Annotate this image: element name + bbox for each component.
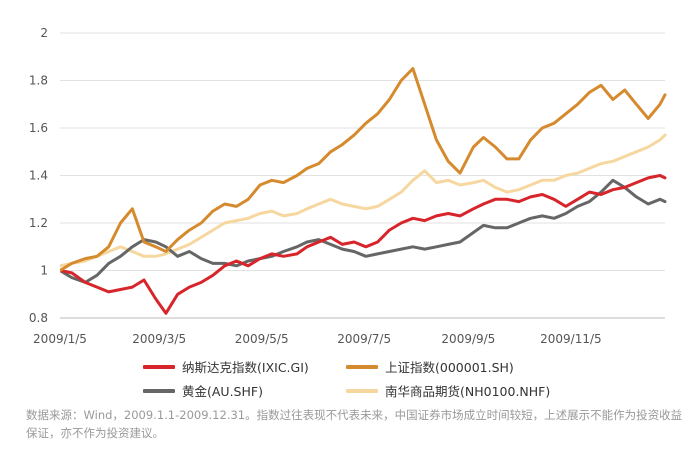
legend-label-nanhua: 南华商品期货(NH0100.NHF) <box>385 384 551 399</box>
legend-label-nasdaq: 纳斯达克指数(IXIC.GI) <box>182 360 309 375</box>
grid-lines <box>60 32 665 271</box>
series-line-0 <box>60 174 667 315</box>
x-tick-label: 2009/9/5 <box>441 332 495 346</box>
legend-item-shanghai: 上证指数(000001.SH) <box>346 357 514 376</box>
y-tick-label: 1.2 <box>29 216 48 230</box>
y-tick-label: 1 <box>40 264 48 278</box>
legend-item-nanhua: 南华商品期货(NH0100.NHF) <box>346 381 550 400</box>
x-tick-label: 2009/3/5 <box>132 332 186 346</box>
series-lines <box>60 67 667 315</box>
x-axis-ticks: 2009/1/5 2009/3/5 2009/5/5 2009/7/5 2009/9/5… <box>33 332 602 346</box>
legend-swatch-gold <box>143 388 175 393</box>
legend-swatch-nasdaq <box>143 364 175 369</box>
y-tick-label: 2 <box>40 26 48 40</box>
legend-swatch-nanhua <box>346 388 378 393</box>
y-tick-label: 1.8 <box>29 74 48 88</box>
legend-item-nasdaq: 纳斯达克指数(IXIC.GI) <box>143 357 309 376</box>
y-tick-label: 1.6 <box>29 121 48 135</box>
series-line-2 <box>60 178 667 284</box>
legend-item-gold: 黄金(AU.SHF) <box>143 381 263 400</box>
x-tick-label: 2009/11/5 <box>540 332 602 346</box>
y-tick-label: 0.8 <box>29 311 48 325</box>
y-axis-ticks: 0.8 1 1.2 1.4 1.6 1.8 2 <box>29 26 48 325</box>
legend-label-gold: 黄金(AU.SHF) <box>182 384 263 399</box>
x-tick-label: 2009/1/5 <box>33 332 87 346</box>
x-tick-label: 2009/7/5 <box>337 332 391 346</box>
x-tick-label: 2009/5/5 <box>235 332 289 346</box>
legend-swatch-shanghai <box>346 364 378 369</box>
series-line-3 <box>60 133 667 268</box>
source-note: 数据来源：Wind，2009.1.1-2009.12.31。指数过往表现不代表未… <box>26 408 683 440</box>
legend-label-shanghai: 上证指数(000001.SH) <box>385 360 514 375</box>
y-tick-label: 1.4 <box>29 169 48 183</box>
series-line-1 <box>60 67 667 272</box>
